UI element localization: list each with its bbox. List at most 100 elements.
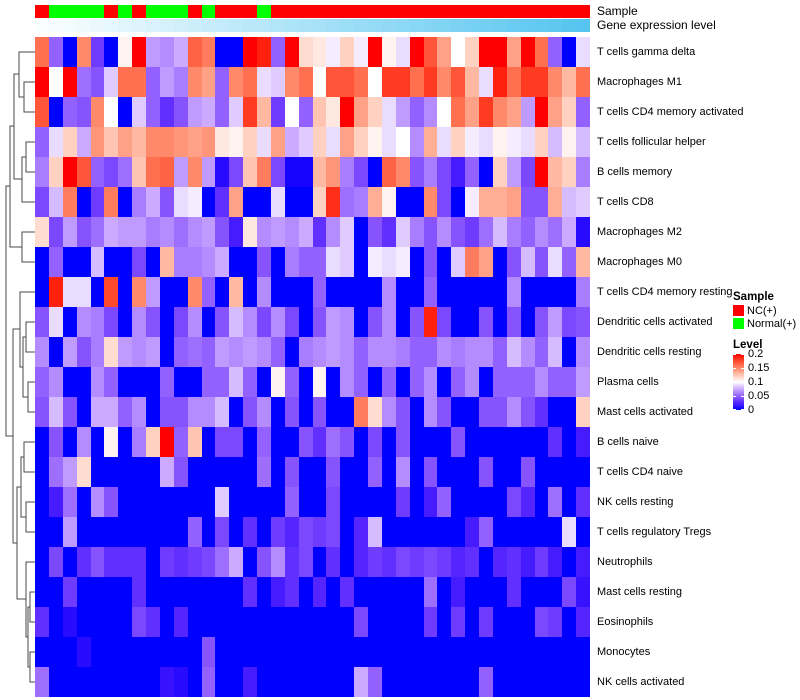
heatmap-cell: [298, 217, 313, 247]
heatmap-cell: [257, 307, 271, 337]
heatmap-cell: [284, 547, 299, 577]
heatmap-cell: [326, 337, 341, 367]
heatmap-cell: [520, 157, 535, 187]
heatmap-cell: [451, 37, 466, 67]
heatmap-cell: [201, 37, 216, 67]
heatmap-cell: [90, 37, 105, 67]
heatmap-cell: [270, 637, 285, 667]
heatmap-cell: [437, 277, 452, 307]
heatmap-cell: [465, 217, 479, 247]
heatmap-cell: [340, 337, 355, 367]
heatmap-cell: [381, 397, 396, 427]
heatmap-cell: [173, 667, 188, 697]
heatmap-cell: [146, 397, 160, 427]
heatmap-cell: [270, 157, 285, 187]
heatmap-cell: [76, 337, 91, 367]
heatmap-cell: [104, 157, 119, 187]
heatmap-cell: [312, 157, 327, 187]
gene-expression-cell: [76, 19, 91, 32]
sample-annotation-cell: [146, 5, 160, 18]
heatmap-cell: [409, 667, 424, 697]
level-tick-dash: [741, 396, 744, 397]
heatmap-cell: [284, 487, 299, 517]
heatmap-cell: [284, 397, 299, 427]
heatmap-cell: [437, 397, 452, 427]
heatmap-cell: [201, 307, 216, 337]
heatmap-cell: [90, 247, 105, 277]
heatmap-cell: [187, 157, 202, 187]
heatmap-cell: [35, 667, 49, 697]
heatmap-cell: [354, 277, 368, 307]
heatmap-cell: [62, 37, 77, 67]
heatmap-cell: [451, 397, 466, 427]
heatmap-cell: [437, 217, 452, 247]
heatmap-cell: [270, 457, 285, 487]
heatmap-cell: [506, 367, 521, 397]
sample-annotation-cell: [270, 5, 285, 18]
heatmap-cell: [520, 97, 535, 127]
heatmap-cell: [409, 37, 424, 67]
heatmap-cell: [159, 277, 174, 307]
heatmap-cell: [62, 247, 77, 277]
heatmap-cell: [48, 367, 63, 397]
heatmap-cell: [534, 667, 549, 697]
sample-annotation-cell: [548, 5, 563, 18]
heatmap-cell: [340, 187, 355, 217]
heatmap-cell: [479, 157, 493, 187]
gene-expression-cell: [465, 19, 479, 32]
heatmap-cell: [62, 337, 77, 367]
heatmap-cell: [173, 517, 188, 547]
sample-annotation-cell: [465, 5, 479, 18]
heatmap-cell: [465, 487, 479, 517]
gene-expression-cell: [132, 19, 146, 32]
level-tick-dash: [733, 354, 736, 355]
heatmap-cell: [479, 67, 493, 97]
heatmap-cell: [201, 337, 216, 367]
gene-expression-cell: [104, 19, 119, 32]
heatmap-cell: [562, 607, 577, 637]
heatmap-cell: [270, 577, 285, 607]
heatmap-cell: [257, 607, 271, 637]
heatmap-cell: [326, 157, 341, 187]
heatmap-cell: [479, 187, 493, 217]
heatmap-cell: [132, 397, 146, 427]
heatmap-cell: [298, 307, 313, 337]
heatmap-cell: [534, 217, 549, 247]
heatmap-cell: [534, 337, 549, 367]
heatmap-cell: [48, 547, 63, 577]
heatmap-cell: [76, 457, 91, 487]
heatmap-cell: [576, 517, 590, 547]
heatmap-cell: [118, 217, 133, 247]
heatmap-cell: [381, 517, 396, 547]
heatmap-cell: [215, 397, 230, 427]
heatmap-cell: [229, 307, 244, 337]
heatmap-cell: [312, 547, 327, 577]
sample-annotation-cell: [132, 5, 146, 18]
row-label: B cells naive: [597, 436, 659, 448]
heatmap-cell: [479, 517, 493, 547]
heatmap-cell: [451, 247, 466, 277]
row-label: Neutrophils: [597, 556, 653, 568]
heatmap-cell: [76, 577, 91, 607]
heatmap-cell: [284, 517, 299, 547]
heatmap-cell: [243, 487, 257, 517]
heatmap-cell: [270, 337, 285, 367]
heatmap-cell: [479, 217, 493, 247]
gene-expression-cell: [492, 19, 507, 32]
heatmap-cell: [534, 67, 549, 97]
heatmap-cell: [48, 427, 63, 457]
heatmap-cell: [326, 667, 341, 697]
heatmap-cell: [506, 217, 521, 247]
heatmap-cell: [201, 127, 216, 157]
heatmap-cell: [201, 457, 216, 487]
heatmap-cell: [562, 157, 577, 187]
row-label: T cells CD4 memory activated: [597, 106, 744, 118]
heatmap-cell: [104, 277, 119, 307]
heatmap-cell: [492, 427, 507, 457]
heatmap-cell: [506, 247, 521, 277]
heatmap-cell: [243, 217, 257, 247]
heatmap-cell: [479, 367, 493, 397]
heatmap-cell: [354, 217, 368, 247]
heatmap-cell: [340, 247, 355, 277]
heatmap-cell: [506, 577, 521, 607]
